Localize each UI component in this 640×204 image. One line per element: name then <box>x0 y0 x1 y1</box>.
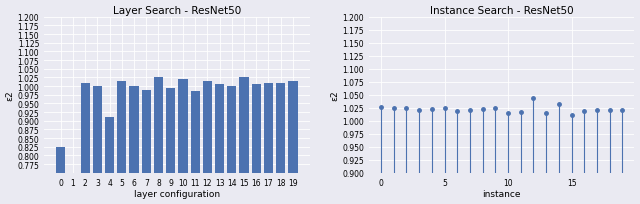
Bar <box>117 81 127 204</box>
Bar <box>141 90 151 204</box>
Y-axis label: ε2: ε2 <box>6 90 15 101</box>
X-axis label: instance: instance <box>483 190 521 198</box>
Bar <box>166 88 175 204</box>
Bar <box>93 87 102 204</box>
Bar <box>276 83 285 204</box>
Bar <box>191 92 200 204</box>
Bar <box>154 78 163 204</box>
Y-axis label: ε2: ε2 <box>330 90 339 101</box>
Bar <box>81 83 90 204</box>
X-axis label: layer configuration: layer configuration <box>134 190 220 198</box>
Bar <box>239 77 248 204</box>
Bar <box>56 147 65 204</box>
Bar <box>264 83 273 204</box>
Bar <box>105 118 114 204</box>
Bar <box>203 81 212 204</box>
Title: Layer Search - ResNet50: Layer Search - ResNet50 <box>113 6 241 16</box>
Bar <box>289 81 298 204</box>
Bar <box>252 84 261 204</box>
Bar <box>227 87 236 204</box>
Bar <box>129 87 139 204</box>
Bar <box>215 85 224 204</box>
Bar <box>179 80 188 204</box>
Title: Instance Search - ResNet50: Instance Search - ResNet50 <box>430 6 573 16</box>
